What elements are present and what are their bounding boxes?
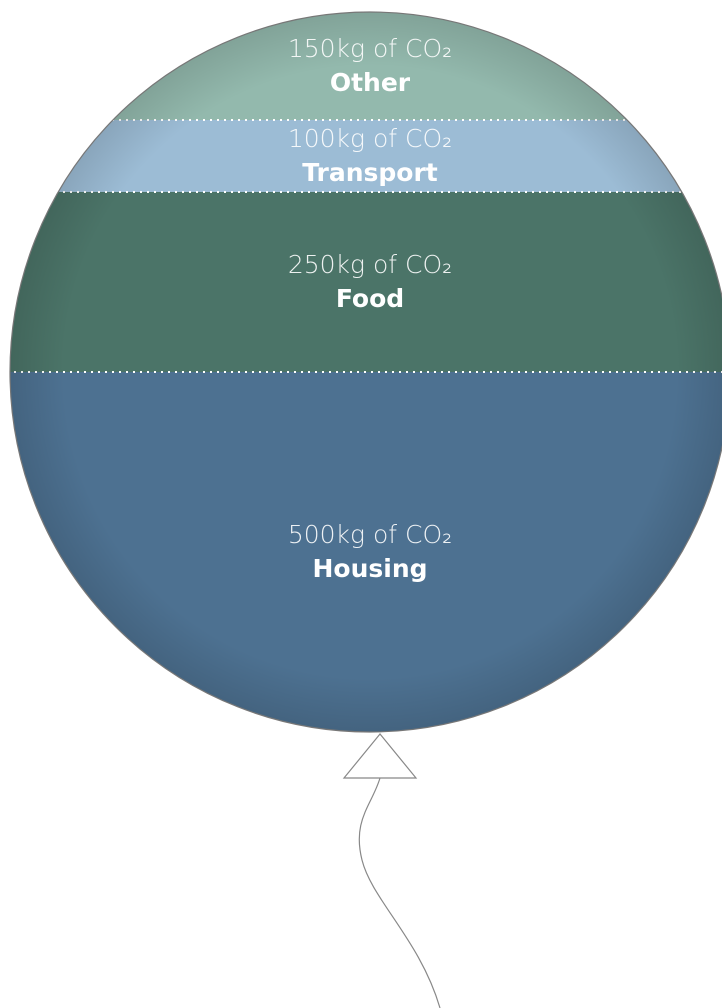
balloon-outline: [9, 11, 722, 733]
category-label: Transport: [302, 158, 438, 187]
category-label: Other: [330, 68, 411, 97]
category-label: Food: [336, 284, 404, 313]
value-label: 250kg of CO₂: [288, 250, 452, 279]
balloon-knot: [342, 733, 418, 779]
category-label: Housing: [312, 554, 427, 583]
value-label: 150kg of CO₂: [288, 34, 452, 63]
value-label: 100kg of CO₂: [288, 124, 452, 153]
labels: 150kg of CO₂ Other 100kg of CO₂ Transport 25…: [288, 34, 452, 583]
value-label: 500kg of CO₂: [288, 520, 452, 549]
balloon-string: [358, 777, 441, 1008]
